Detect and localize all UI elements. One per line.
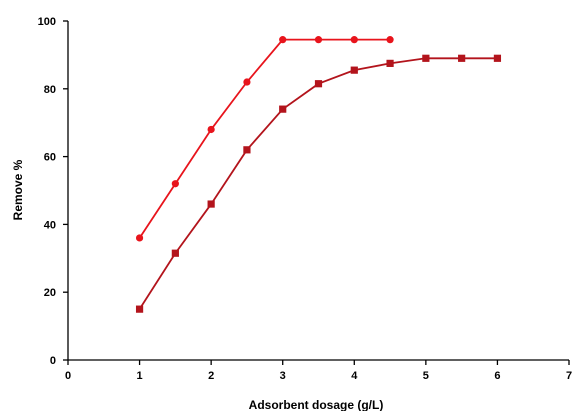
x-tick-label: 0 (65, 370, 71, 382)
x-axis-label: Adsorbent dosage (g/L) (249, 398, 384, 411)
y-axis-label: Remove % (11, 159, 25, 220)
series-1-point (243, 78, 251, 86)
series-1-point (171, 180, 179, 188)
series-group (135, 36, 502, 313)
series-1-point (386, 36, 394, 44)
x-tick-label: 2 (208, 370, 214, 382)
series-2-point (386, 59, 394, 67)
x-tick-label: 7 (566, 370, 572, 382)
series-1-point (207, 125, 215, 134)
series-1-line (138, 38, 391, 239)
y-tick-label: 0 (50, 355, 56, 367)
series-2-point (243, 146, 251, 154)
x-tick-label: 1 (137, 370, 143, 382)
x-tick-label: 4 (351, 370, 358, 382)
series-2-point (493, 54, 502, 62)
y-tick-label: 80 (44, 84, 56, 96)
axes (67, 21, 569, 361)
y-tick-label: 40 (44, 219, 56, 231)
series-2-line (138, 57, 498, 310)
x-tick-label: 5 (423, 370, 429, 382)
series-1-point (279, 36, 287, 44)
y-tick-label: 20 (44, 287, 56, 299)
series-2-point (279, 105, 287, 113)
y-tick-label: 60 (44, 152, 56, 164)
series-2-point (207, 200, 215, 208)
series-2-point (135, 305, 144, 313)
series-1-point (350, 36, 358, 44)
series-1-point (314, 36, 323, 44)
series-2-point (422, 54, 430, 62)
x-tick-label: 6 (494, 370, 500, 382)
ticks: 0 1 2 3 4 5 6 7 0 20 40 60 80 100 (38, 16, 572, 382)
y-tick-label: 100 (38, 16, 56, 28)
series-2-point (458, 54, 466, 62)
series-2-point (171, 249, 179, 257)
series-2-point (314, 80, 323, 88)
series-1-point (135, 234, 144, 242)
x-tick-label: 3 (280, 370, 286, 382)
series-2-point (350, 66, 358, 74)
